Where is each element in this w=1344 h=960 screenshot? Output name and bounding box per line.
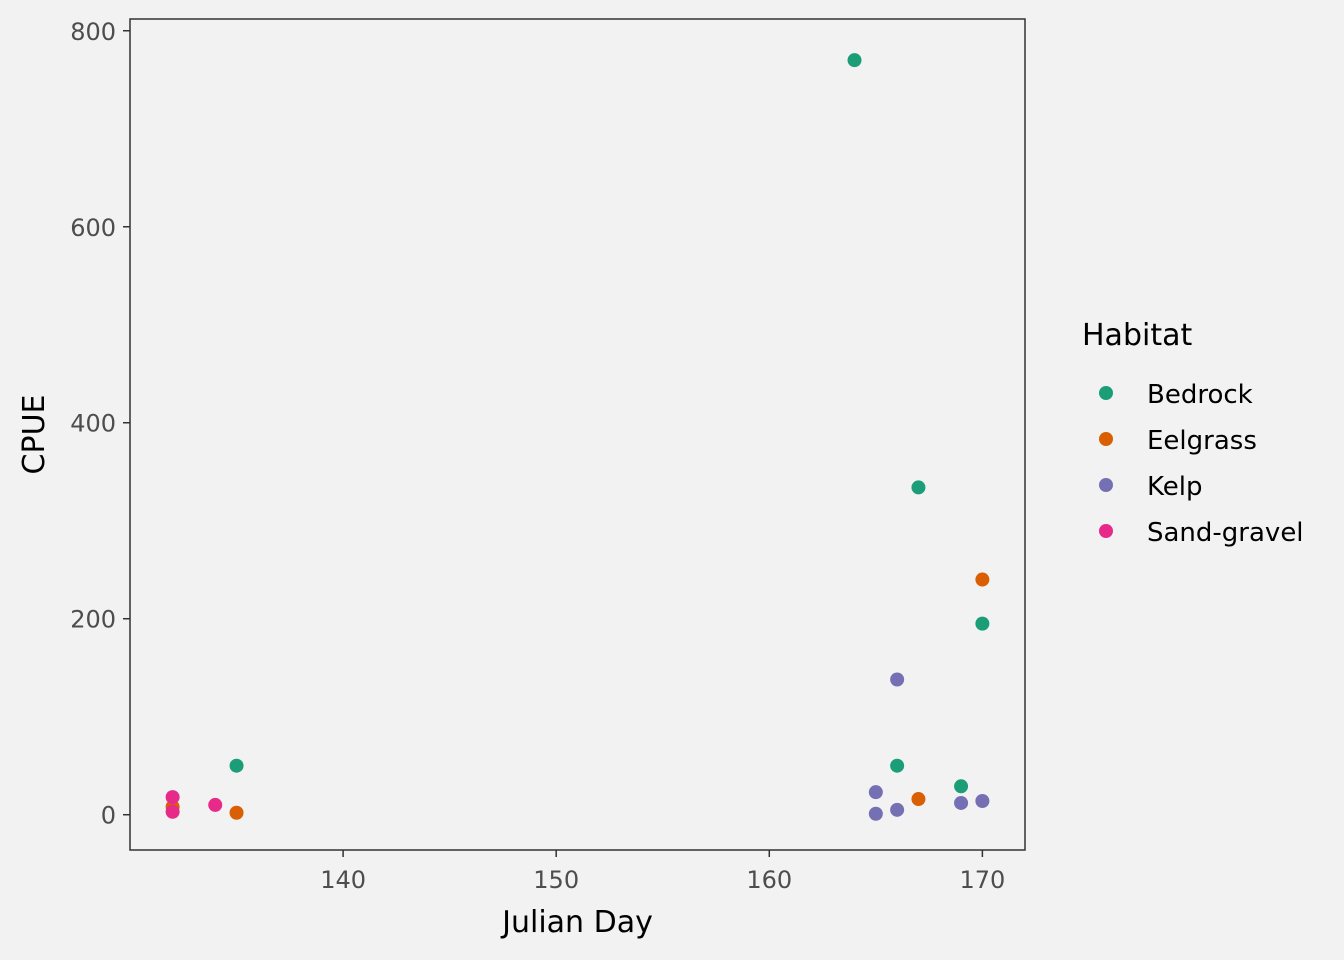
x-axis-title: Julian Day <box>500 905 653 940</box>
legend-key-kelp <box>1099 478 1113 492</box>
data-point-kelp <box>890 672 905 687</box>
y-axis-title: CPUE <box>17 395 52 475</box>
x-tick-label: 150 <box>533 866 579 894</box>
y-tick-label: 0 <box>101 802 116 830</box>
data-point-kelp <box>975 794 990 809</box>
data-point-kelp <box>868 785 883 800</box>
y-tick-label: 800 <box>70 18 116 46</box>
x-tick-label: 160 <box>746 866 792 894</box>
legend-label: Kelp <box>1147 472 1202 502</box>
y-tick-label: 200 <box>70 606 116 634</box>
y-tick-label: 400 <box>70 410 116 438</box>
panel-border <box>129 18 1026 851</box>
x-tick-label: 140 <box>320 866 366 894</box>
data-point-kelp <box>954 795 969 810</box>
data-point-bedrock <box>890 758 905 773</box>
data-point-bedrock <box>911 480 926 495</box>
data-point-bedrock <box>229 758 244 773</box>
data-point-eelgrass <box>911 792 926 807</box>
axes-group: 140 150 160 170 0 200 400 600 800 <box>70 18 1005 894</box>
legend-title: Habitat <box>1082 318 1192 353</box>
data-point-bedrock <box>954 779 969 794</box>
data-point-sand-gravel <box>165 804 180 819</box>
data-point-kelp <box>868 806 883 821</box>
x-tick-label: 170 <box>959 866 1005 894</box>
data-point-eelgrass <box>229 805 244 820</box>
data-point-bedrock <box>975 616 990 631</box>
legend-label: Eelgrass <box>1147 426 1257 456</box>
data-point-kelp <box>890 802 905 817</box>
legend-label: Bedrock <box>1147 380 1253 410</box>
legend-key-eelgrass <box>1099 432 1113 446</box>
legend-label: Sand-gravel <box>1147 518 1304 548</box>
data-point-bedrock <box>847 53 862 68</box>
points-group <box>165 53 990 821</box>
y-tick-label: 600 <box>70 214 116 242</box>
data-point-sand-gravel <box>165 790 180 805</box>
legend-key-sand-gravel <box>1099 524 1113 538</box>
legend-key-bedrock <box>1099 386 1113 400</box>
data-point-sand-gravel <box>208 797 223 812</box>
data-point-eelgrass <box>975 572 990 587</box>
legend: Bedrock Eelgrass Kelp Sand-gravel <box>1099 380 1304 548</box>
